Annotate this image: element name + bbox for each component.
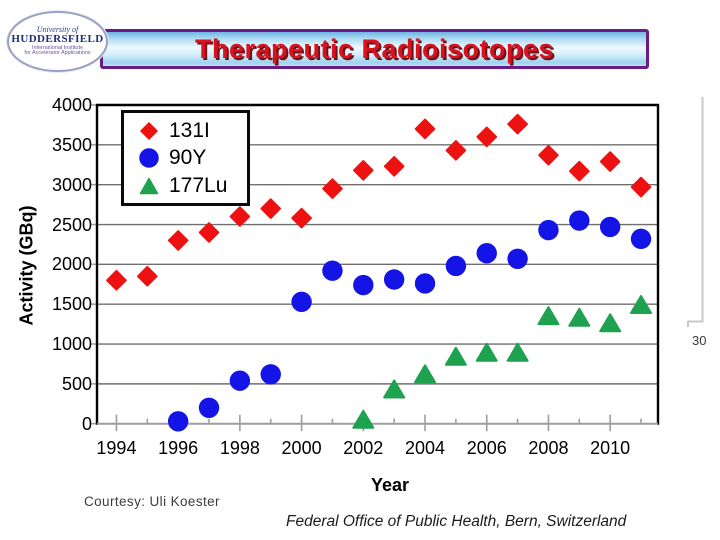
data-point — [569, 210, 590, 231]
legend-label: 177Lu — [169, 173, 228, 197]
data-point — [136, 266, 158, 287]
data-point — [569, 160, 590, 182]
data-point — [445, 255, 467, 277]
x-tick-label: 2002 — [343, 438, 384, 458]
x-tick-label: 2004 — [404, 438, 446, 458]
courtesy-note: Courtesy: Uli Koester — [84, 494, 220, 509]
y-tick-label: 2000 — [51, 254, 92, 275]
logo-line3: International Institute — [31, 44, 84, 51]
legend-label: 131I — [169, 118, 210, 142]
data-point — [599, 313, 622, 333]
legend-label: 90Y — [169, 146, 207, 169]
data-point — [229, 206, 251, 227]
y-tick-label: 3500 — [51, 134, 92, 155]
chart-legend: 131I 90Y 177Lu — [121, 110, 250, 206]
data-point — [414, 273, 436, 294]
y-tick-label: 1500 — [51, 294, 92, 315]
university-logo: University of HUDDERSFIELD International… — [7, 11, 108, 72]
data-point — [383, 269, 405, 290]
data-point — [538, 144, 559, 166]
data-point — [198, 222, 220, 243]
data-point — [630, 228, 652, 250]
legend-item-131I: 131I — [136, 119, 247, 143]
attribution-note: Federal Office of Public Health, Bern, S… — [286, 513, 627, 530]
y-tick-label: 1000 — [51, 334, 92, 355]
logo-line2: HUDDERSFIELD — [11, 33, 104, 46]
data-point — [476, 126, 498, 148]
data-point — [229, 370, 251, 391]
data-point — [167, 411, 189, 432]
slide-title-bar: Therapeutic Radioisotopes — [100, 29, 649, 69]
logo-line1: University of — [36, 24, 79, 34]
data-point — [599, 151, 621, 172]
legend-marker — [139, 177, 159, 194]
x-axis-title: Year — [370, 475, 410, 495]
data-point — [599, 216, 621, 238]
data-point — [291, 207, 312, 229]
y-tick-label: 4000 — [51, 95, 92, 115]
y-tick-label: 0 — [81, 413, 92, 434]
data-point — [291, 291, 312, 312]
data-point — [506, 342, 529, 362]
x-tick-label: 2006 — [466, 438, 507, 458]
data-point — [445, 140, 467, 161]
data-point — [322, 178, 343, 199]
legend-item-90Y: 90Y — [136, 146, 247, 170]
x-tick-label: 1998 — [219, 438, 260, 458]
data-point — [414, 118, 436, 140]
data-point — [167, 230, 189, 251]
legend-item-177Lu: 177Lu — [136, 174, 247, 198]
data-point — [568, 307, 591, 327]
data-point — [538, 219, 559, 241]
cropped-side-label: 30 — [692, 333, 707, 348]
triangle-marker-icon — [139, 177, 159, 194]
data-point — [383, 379, 406, 399]
data-point — [476, 242, 497, 264]
data-point — [106, 269, 127, 291]
data-point — [260, 364, 281, 385]
data-point — [444, 346, 467, 366]
data-point — [383, 156, 405, 177]
diamond-marker-icon — [140, 121, 158, 140]
data-point — [630, 294, 653, 314]
data-point — [260, 198, 282, 219]
y-tick-label: 3000 — [51, 174, 92, 195]
data-point — [352, 409, 375, 429]
page-title: Therapeutic Radioisotopes — [194, 33, 555, 64]
data-point — [322, 260, 343, 281]
data-point — [537, 306, 560, 326]
data-point — [630, 176, 652, 198]
y-tick-label: 2500 — [51, 214, 92, 235]
x-tick-label: 2010 — [590, 438, 631, 458]
x-tick-label: 2008 — [528, 438, 569, 458]
x-tick-label: 2000 — [281, 438, 322, 458]
x-tick-label: 1996 — [158, 438, 199, 458]
y-tick-label: 500 — [61, 373, 92, 394]
logo-line4: for Accelerator Applications — [24, 50, 91, 57]
data-point — [414, 364, 437, 384]
data-point — [198, 397, 220, 418]
data-point — [507, 248, 528, 269]
legend-marker — [139, 148, 159, 168]
data-point — [353, 274, 374, 296]
data-point — [507, 113, 528, 135]
legend-marker — [140, 121, 158, 140]
circle-marker-icon — [139, 148, 159, 168]
x-tick-label: 1994 — [96, 438, 137, 458]
data-point — [353, 160, 374, 181]
data-point — [475, 342, 498, 362]
